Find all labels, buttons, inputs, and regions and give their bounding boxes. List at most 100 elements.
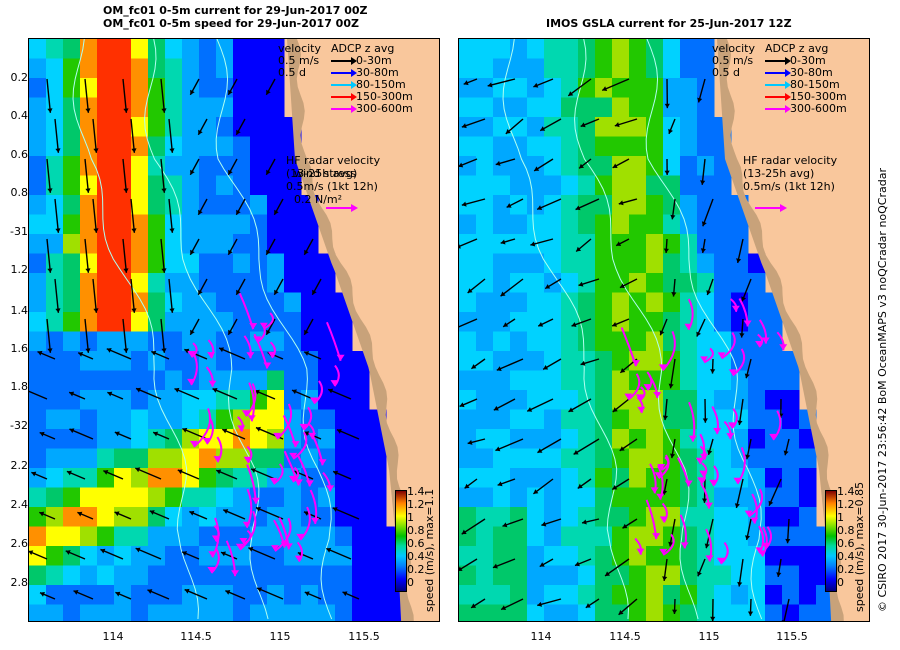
speed-cell <box>782 585 800 605</box>
speed-cell <box>646 214 664 235</box>
speed-cell <box>561 117 579 137</box>
speed-cell <box>114 507 132 527</box>
speed-cell <box>612 214 630 235</box>
speed-cell <box>284 234 302 254</box>
speed-cell <box>510 429 528 449</box>
speed-cell <box>284 312 302 332</box>
speed-cell <box>250 58 268 79</box>
speed-cell <box>629 507 647 527</box>
bathymetry-contour <box>144 39 269 620</box>
speed-cell <box>131 117 149 137</box>
speed-cell <box>284 351 302 371</box>
speed-cell <box>97 429 115 449</box>
speed-cell <box>97 273 115 293</box>
speed-cell <box>148 214 166 235</box>
speed-cell <box>352 390 370 410</box>
speed-cell <box>114 273 132 293</box>
colorbar-label: speed (m/s), max=1.1 <box>423 488 436 612</box>
speed-cell <box>148 370 166 391</box>
speed-cell <box>165 351 183 371</box>
speed-cell <box>629 526 647 547</box>
speed-cell <box>748 351 766 371</box>
left-map-panel[interactable]: HF radar velocity (13-25h avg) 0.5m/s (1… <box>28 38 440 622</box>
speed-cell <box>629 487 647 508</box>
speed-cell <box>578 585 596 605</box>
speed-cell <box>476 175 494 196</box>
speed-cell <box>663 78 681 98</box>
speed-cell <box>714 390 732 410</box>
speed-cell <box>250 292 268 313</box>
speed-cell <box>29 273 47 293</box>
speed-cell <box>646 546 664 566</box>
speed-cell <box>731 487 749 508</box>
speed-cell <box>612 253 630 274</box>
speed-cell <box>612 409 630 430</box>
speed-cell <box>318 351 336 371</box>
speed-cell <box>493 526 511 547</box>
speed-cell <box>63 468 81 488</box>
speed-cell <box>527 175 545 196</box>
speed-cell <box>629 585 647 605</box>
speed-cell <box>629 58 647 79</box>
speed-cell <box>595 604 613 621</box>
speed-cell <box>165 175 183 196</box>
speed-cell <box>629 292 647 313</box>
speed-cell <box>527 312 545 332</box>
speed-cell <box>595 175 613 196</box>
speed-cell <box>578 97 596 118</box>
speed-cell <box>714 351 732 371</box>
speed-cell <box>250 78 268 98</box>
speed-cell <box>199 39 217 59</box>
speed-cell <box>544 409 562 430</box>
speed-cell <box>782 390 800 410</box>
speed-cell <box>97 39 115 59</box>
speed-cell <box>335 585 353 605</box>
speed-cell <box>250 136 268 157</box>
speed-cell <box>182 292 200 313</box>
speed-cell <box>476 565 494 586</box>
speed-cell <box>233 156 251 176</box>
speed-cell <box>748 292 766 313</box>
speed-cell <box>267 195 285 215</box>
colorbar-tick: 0.4 <box>837 550 855 563</box>
bathymetry-contour <box>72 39 199 620</box>
speed-cell <box>318 312 336 332</box>
speed-cell <box>352 546 370 566</box>
speed-cell <box>233 312 251 332</box>
speed-cell <box>114 468 132 488</box>
adcp-legend-label: 80-150m <box>790 78 840 91</box>
speed-cell <box>493 214 511 235</box>
adcp-label: ADCP z avg <box>331 42 395 55</box>
speed-cell <box>510 390 528 410</box>
speed-cell <box>46 156 64 176</box>
speed-cell <box>595 312 613 332</box>
speed-cell <box>250 117 268 137</box>
speed-cell <box>612 507 630 527</box>
speed-cell <box>250 448 268 469</box>
speed-cell <box>114 448 132 469</box>
speed-cell <box>629 39 647 59</box>
speed-cell <box>80 234 98 254</box>
speed-cell <box>527 331 545 352</box>
speed-cell <box>267 546 285 566</box>
speed-cell <box>250 370 268 391</box>
speed-cell <box>80 136 98 157</box>
speed-cell <box>697 175 715 196</box>
speed-cell <box>216 97 234 118</box>
speed-cell <box>459 78 477 98</box>
speed-cell <box>680 78 698 98</box>
speed-cell <box>46 409 64 430</box>
speed-cell <box>199 448 217 469</box>
speed-cell <box>148 39 166 59</box>
speed-cell <box>527 156 545 176</box>
right-map-panel[interactable]: HF radar velocity (13-25h avg) 0.5m/s (1… <box>458 38 870 622</box>
y-tick: 2.6 <box>10 537 29 550</box>
speed-cell <box>561 78 579 98</box>
hf-title: HF radar velocity <box>743 154 838 167</box>
speed-cell <box>29 97 47 118</box>
speed-cell <box>301 331 319 352</box>
speed-cell <box>629 78 647 98</box>
speed-cell <box>97 214 115 235</box>
speed-cell <box>131 370 149 391</box>
adcp-legend-entry: 80-150m <box>331 79 413 91</box>
